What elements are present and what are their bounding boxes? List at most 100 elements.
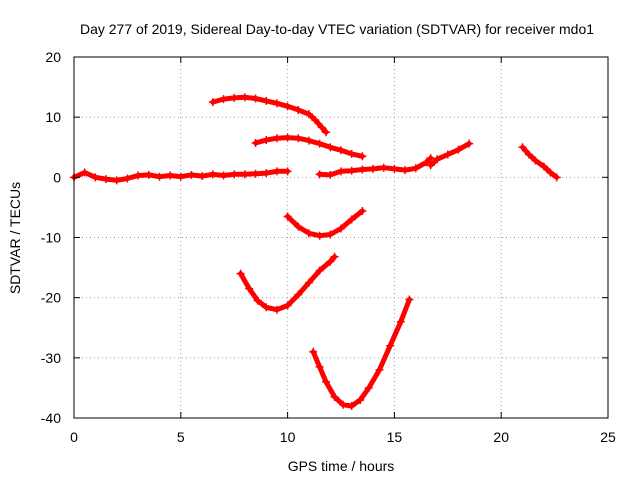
data-point <box>401 166 410 175</box>
data-point <box>166 171 175 180</box>
data-point <box>251 139 260 148</box>
y-tick-label: -40 <box>41 410 61 426</box>
x-axis-label: GPS time / hours <box>288 458 395 474</box>
data-point <box>251 94 260 103</box>
data-point <box>294 105 303 114</box>
data-point <box>518 143 527 152</box>
data-point <box>396 317 405 326</box>
data-point <box>524 150 533 159</box>
data-point <box>358 165 367 174</box>
data-point <box>465 139 474 148</box>
data-point <box>339 400 348 409</box>
data-point <box>176 172 185 181</box>
x-tick-label: 10 <box>280 429 296 445</box>
data-point <box>311 116 320 125</box>
data-point <box>208 170 217 179</box>
data-point <box>262 169 271 178</box>
data-point <box>337 146 345 155</box>
data-point <box>304 136 313 145</box>
data-point <box>364 383 373 392</box>
data-point <box>230 93 239 102</box>
data-point <box>283 102 292 111</box>
tick-layer: 0 5 10 15 20 25 -40 -30 -20 -10 0 10 20 <box>41 49 616 445</box>
data-point <box>347 401 356 410</box>
y-axis-label: SDTVAR / TECUs <box>7 182 23 294</box>
data-point <box>304 278 313 287</box>
data-point <box>358 207 367 216</box>
data-point <box>294 290 303 299</box>
series-arc-dip-shallow <box>285 208 365 239</box>
data-point <box>294 222 303 231</box>
data-point <box>356 395 365 404</box>
data-point <box>283 167 292 176</box>
grid-layer <box>74 57 608 418</box>
data-point <box>315 139 324 148</box>
series-arc-baseline-right <box>317 155 434 178</box>
data-point <box>236 269 245 278</box>
y-tick-label: 0 <box>53 169 61 185</box>
data-point <box>426 154 435 163</box>
data-point <box>326 257 335 266</box>
data-point <box>187 170 196 179</box>
data-point <box>322 377 331 386</box>
data-point <box>123 174 132 183</box>
series-layer <box>70 93 561 410</box>
data-point <box>347 215 356 224</box>
data-point <box>315 231 324 240</box>
data-point <box>283 301 292 310</box>
x-tick-label: 0 <box>70 429 78 445</box>
chart-title: Day 277 of 2019, Sidereal Day-to-day VTE… <box>80 21 594 37</box>
x-tick-label: 25 <box>600 429 616 445</box>
y-tick-label: -30 <box>41 350 61 366</box>
data-point <box>219 95 228 104</box>
data-point <box>134 171 143 180</box>
data-point <box>240 93 249 102</box>
series-arc-dip-deep <box>310 297 412 409</box>
data-point <box>322 128 331 137</box>
data-point <box>272 305 281 314</box>
data-point <box>102 175 111 184</box>
data-point <box>426 161 435 170</box>
data-point <box>326 143 335 152</box>
data-point <box>144 170 153 179</box>
data-point <box>405 295 414 304</box>
x-tick-label: 5 <box>177 429 185 445</box>
data-point <box>347 149 356 158</box>
data-point <box>390 164 399 173</box>
y-tick-label: -20 <box>41 290 61 306</box>
data-point <box>375 365 384 374</box>
data-point <box>304 229 313 238</box>
data-point <box>91 173 100 182</box>
data-point <box>369 164 378 173</box>
data-point <box>546 168 555 177</box>
data-point <box>386 341 395 350</box>
data-point <box>294 134 303 143</box>
data-point <box>309 347 318 356</box>
data-point <box>326 230 335 239</box>
data-point <box>337 224 345 233</box>
data-point <box>245 284 254 293</box>
data-point <box>330 252 339 261</box>
data-point <box>531 156 540 165</box>
data-point <box>219 171 228 180</box>
data-point <box>315 266 324 275</box>
y-tick-label: 20 <box>45 49 61 65</box>
data-point <box>539 162 548 171</box>
data-point <box>315 170 324 179</box>
data-point <box>262 136 271 145</box>
data-point <box>337 167 345 176</box>
y-tick-label: 10 <box>45 109 61 125</box>
x-tick-label: 20 <box>493 429 509 445</box>
data-point <box>283 133 292 142</box>
data-point <box>358 152 367 161</box>
data-point <box>315 362 324 371</box>
data-point <box>433 155 442 164</box>
data-point <box>208 98 217 107</box>
data-point <box>443 150 452 159</box>
data-point <box>330 392 339 401</box>
data-point <box>112 176 121 185</box>
series-arc-late <box>520 144 560 180</box>
x-tick-label: 15 <box>387 429 403 445</box>
data-point <box>155 172 164 181</box>
